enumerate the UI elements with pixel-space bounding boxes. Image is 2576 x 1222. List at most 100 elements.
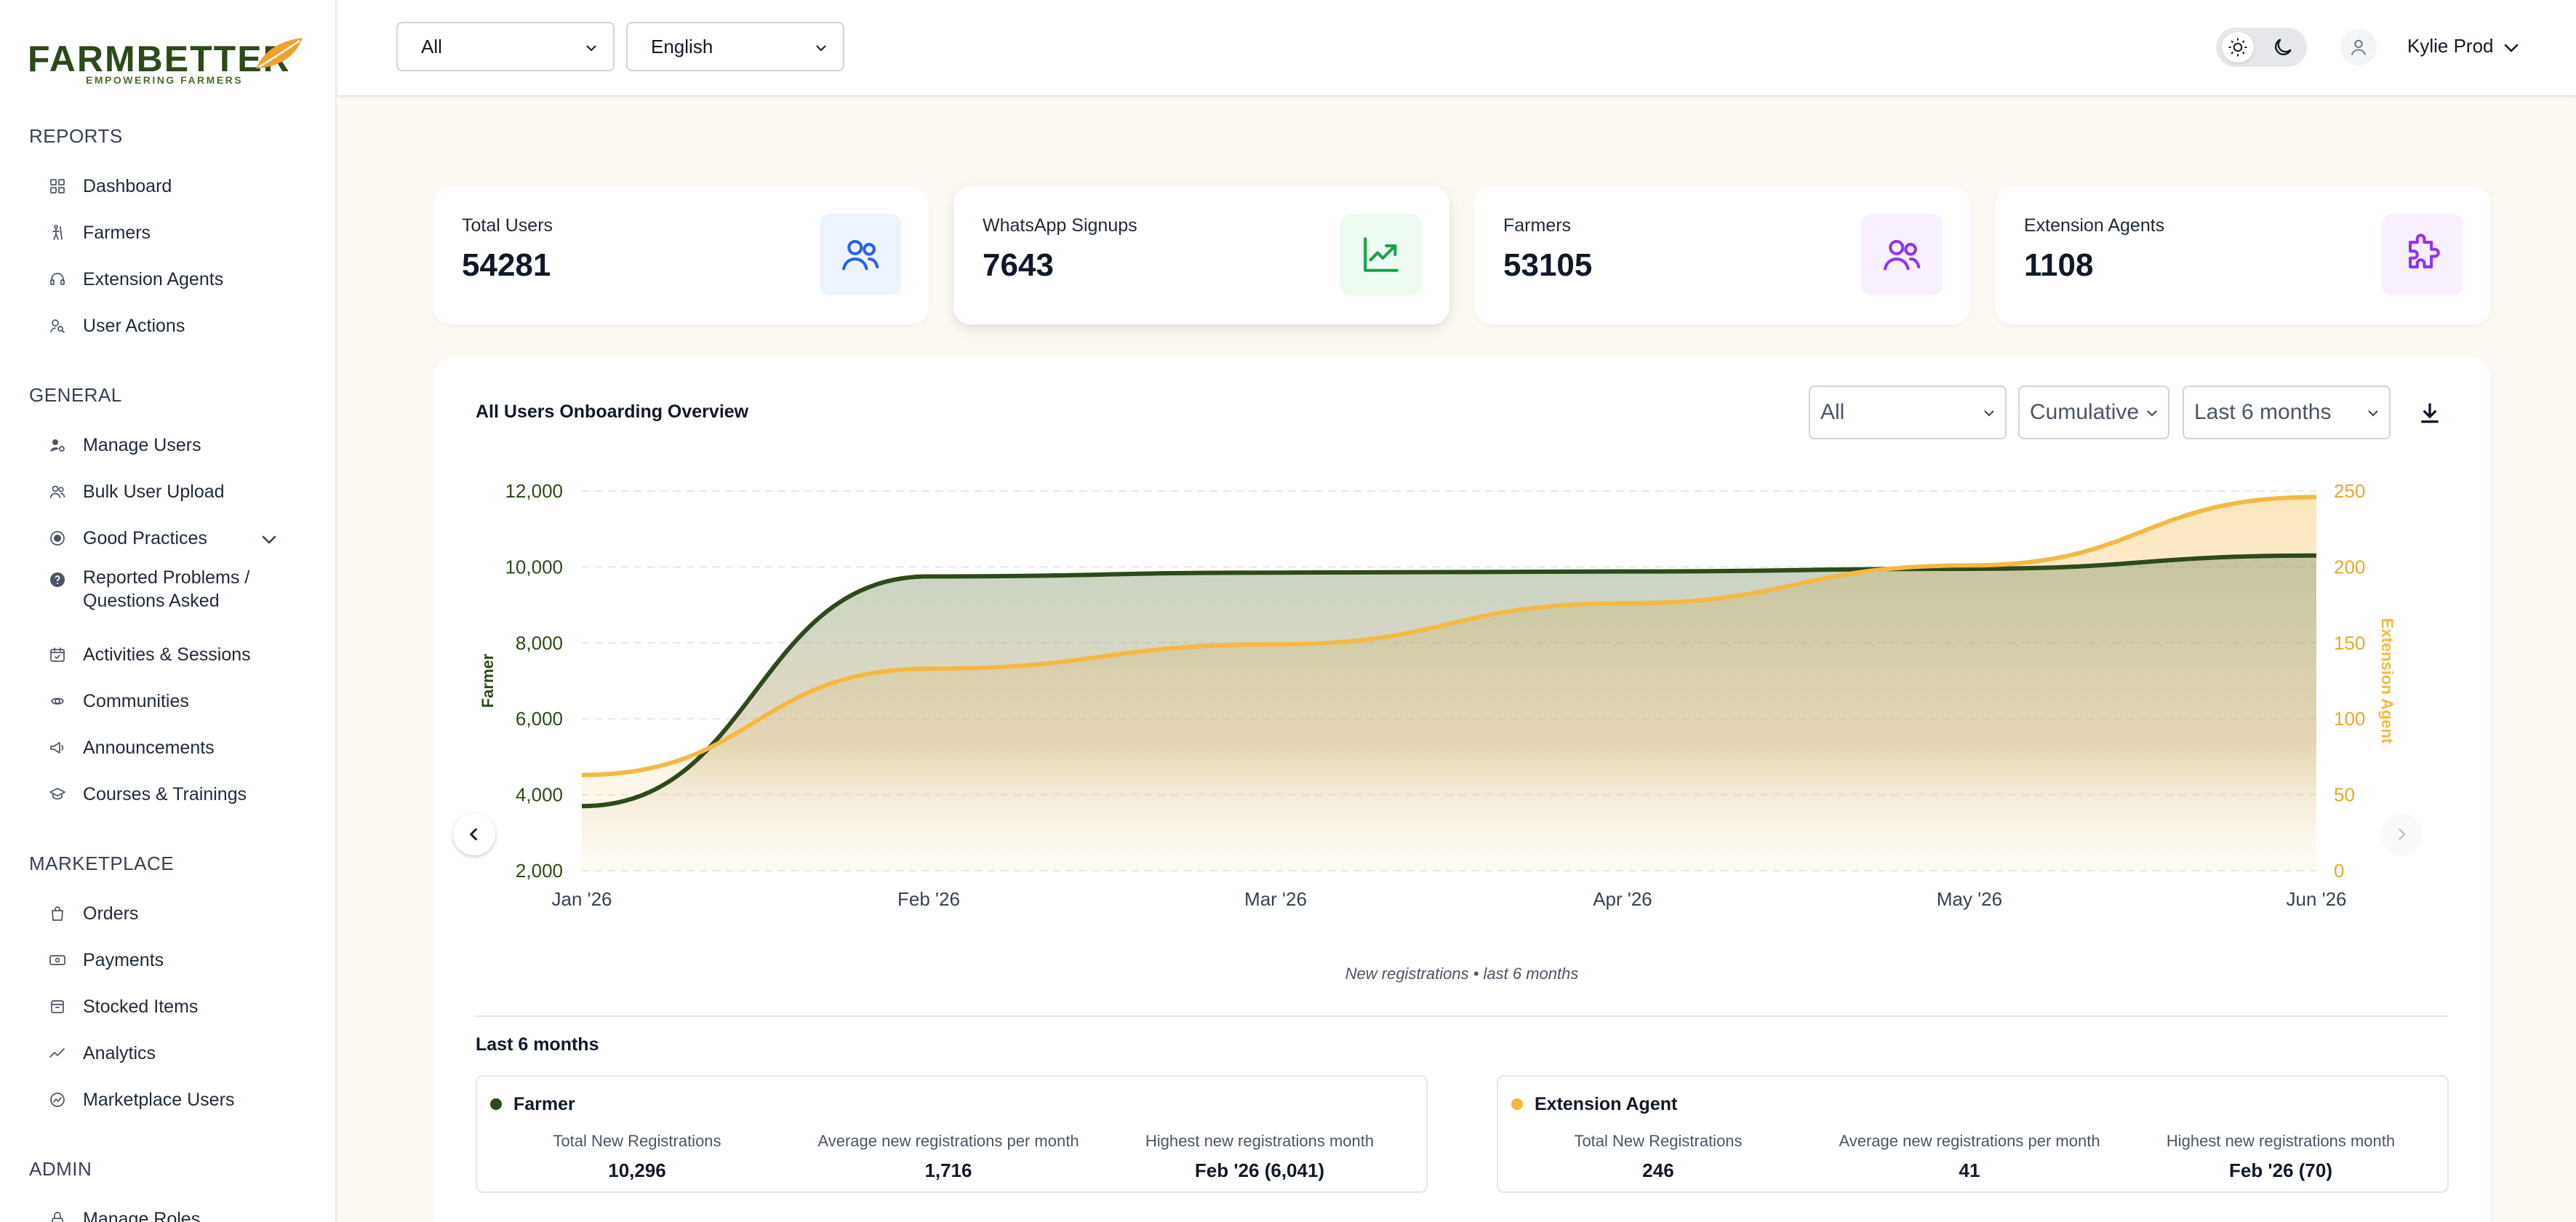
- sidebar-item-announcements[interactable]: Announcements: [48, 729, 215, 767]
- puzzle-icon: [2409, 233, 2440, 268]
- summary-stat-label: Total New Registrations: [553, 1132, 721, 1150]
- y-tick-label: 4,000: [516, 784, 563, 806]
- stat-card-whatsapp-signups[interactable]: WhatsApp Signups 7643: [953, 186, 1449, 324]
- sidebar-item-label: Orders: [83, 903, 139, 924]
- chevron-down-icon: [1984, 410, 1994, 417]
- user-circle-icon: [50, 1093, 65, 1107]
- stat-icon-box: [820, 214, 901, 295]
- light-mode-button[interactable]: [2222, 32, 2254, 63]
- sidebar-item-manage-users[interactable]: Manage Users: [48, 426, 201, 464]
- language-select[interactable]: English: [626, 22, 844, 71]
- summary-farmer: Farmer Total New Registrations 10,296 Av…: [476, 1075, 1428, 1193]
- summary-stat-label: Average new registrations per month: [817, 1132, 1079, 1150]
- sidebar-item-label: Analytics: [83, 1043, 156, 1063]
- stat-value: 53105: [1503, 247, 1593, 283]
- filter-select[interactable]: All: [396, 22, 615, 71]
- sidebar-item-user-actions[interactable]: User Actions: [48, 307, 185, 345]
- question-icon: [48, 570, 67, 589]
- sidebar: FARMBETTER EMPOWERING FARMERS REPORTS Das…: [0, 0, 337, 1222]
- calendar-check-icon: [50, 647, 65, 662]
- theme-toggle[interactable]: [2216, 28, 2307, 67]
- sidebar-item-label: Good Practices: [83, 528, 207, 548]
- bag-icon: [48, 904, 67, 923]
- period-label: Last 6 months: [476, 1034, 599, 1055]
- y2-tick-label: 100: [2334, 708, 2365, 730]
- legend-dot: [1511, 1098, 1523, 1110]
- sidebar-item-label: Extension Agents: [83, 269, 224, 289]
- chevron-down-icon[interactable]: [2500, 36, 2522, 58]
- user-name[interactable]: Kylie Prod: [2407, 35, 2494, 57]
- y-axis-title: Farmer: [479, 653, 497, 708]
- top-header: All English: [338, 0, 2576, 97]
- farmbetter-logo[interactable]: FARMBETTER EMPOWERING FARMERS: [28, 33, 304, 89]
- sidebar-item-analytics[interactable]: Analytics: [48, 1034, 156, 1072]
- sidebar-item-farmers[interactable]: Farmers: [48, 214, 151, 252]
- sidebar-item-manage-roles[interactable]: Manage Roles: [48, 1200, 200, 1222]
- sidebar-item-orders[interactable]: Orders: [48, 895, 138, 933]
- sidebar-item-marketplace-users[interactable]: Marketplace Users: [48, 1081, 234, 1119]
- chevron-down-icon: [586, 45, 596, 52]
- x-tick-label: Mar '26: [1244, 888, 1307, 910]
- onboarding-chart: 12,000 10,000 8,000 6,000 4,000 2,000 250 200 15…: [479, 480, 2396, 910]
- group-select[interactable]: All: [1809, 386, 2007, 439]
- range-select[interactable]: Last 6 months: [2183, 386, 2391, 439]
- download-icon[interactable]: [2415, 399, 2444, 428]
- sidebar-item-label: Payments: [83, 950, 164, 970]
- y-tick-label: 8,000: [516, 632, 563, 654]
- user-avatar[interactable]: [2340, 29, 2377, 65]
- graduation-cap-icon: [49, 788, 65, 800]
- sidebar-item-payments[interactable]: Payments: [48, 941, 164, 979]
- summary-stat: Average new registrations per month 41: [1824, 1132, 2115, 1182]
- summary-stat-value: Feb '26 (70): [2228, 1159, 2332, 1181]
- chevron-down-icon[interactable]: [258, 528, 280, 550]
- user-gear-icon: [50, 439, 65, 452]
- chart-next-button[interactable]: [2380, 813, 2423, 855]
- stat-card-farmers[interactable]: Farmers 53105: [1474, 186, 1970, 324]
- sidebar-item-dashboard[interactable]: Dashboard: [48, 167, 172, 205]
- sidebar-item-communities[interactable]: Communities: [48, 682, 189, 720]
- mode-select[interactable]: Cumulative: [2018, 386, 2169, 439]
- stat-value: 7643: [983, 247, 1054, 283]
- money-icon: [48, 951, 67, 970]
- user-search-icon: [50, 319, 65, 333]
- sidebar-item-label: Farmers: [83, 223, 151, 243]
- sidebar-item-good-practices[interactable]: Good Practices: [48, 519, 207, 557]
- sidebar-item-label: Reported Problems / Questions Asked: [83, 566, 249, 612]
- grid-icon: [48, 177, 67, 196]
- dark-mode-button[interactable]: [2267, 32, 2299, 63]
- trend-up-icon: [1364, 237, 1399, 272]
- x-tick-label: Feb '26: [897, 888, 960, 910]
- sidebar-item-activities-sessions[interactable]: Activities & Sessions: [48, 636, 251, 674]
- sidebar-item-reported-problems-questions-asked[interactable]: Reported Problems / Questions Asked: [48, 566, 249, 617]
- summary-stat: Highest new registrations month Feb '26 …: [1114, 1132, 1405, 1182]
- summary-title: Farmer: [513, 1094, 575, 1114]
- y2-tick-label: 150: [2334, 632, 2365, 654]
- users-icon: [49, 485, 65, 498]
- summary-stat-label: Highest new registrations month: [1145, 1132, 1375, 1150]
- sidebar-item-stocked-items[interactable]: Stocked Items: [48, 988, 198, 1026]
- sidebar-item-bulk-user-upload[interactable]: Bulk User Upload: [48, 473, 225, 511]
- money-icon: [49, 955, 65, 965]
- sidebar-item-label: User Actions: [83, 316, 185, 336]
- sidebar-item-courses-trainings[interactable]: Courses & Trainings: [48, 775, 247, 813]
- y2-tick-label: 50: [2334, 784, 2355, 806]
- sidebar-item-label-line: Questions Asked: [83, 591, 220, 611]
- summary-stat-label: Average new registrations per month: [1839, 1132, 2100, 1150]
- headset-icon: [50, 273, 65, 285]
- summary-stat: Highest new registrations month Feb '26 …: [2135, 1132, 2426, 1182]
- section-title-marketplace: MARKETPLACE: [29, 852, 175, 874]
- y2-tick-label: 0: [2334, 860, 2344, 882]
- stat-card-total-users[interactable]: Total Users 54281: [433, 186, 929, 324]
- target-icon: [50, 531, 65, 546]
- y-tick-label: 6,000: [516, 708, 563, 730]
- sun-icon: [2228, 38, 2247, 57]
- x-tick-label: May '26: [1937, 888, 2002, 910]
- section-title-admin: ADMIN: [29, 1158, 92, 1180]
- summary-extension-agent: Extension Agent Total New Registrations …: [1497, 1075, 2449, 1193]
- trend-icon: [48, 1044, 67, 1063]
- user-icon: [2351, 39, 2367, 55]
- stat-card-extension-agents[interactable]: Extension Agents 1108: [1995, 186, 2491, 324]
- headset-icon: [48, 270, 67, 289]
- sidebar-item-extension-agents[interactable]: Extension Agents: [48, 260, 223, 298]
- chart-prev-button[interactable]: [453, 813, 495, 855]
